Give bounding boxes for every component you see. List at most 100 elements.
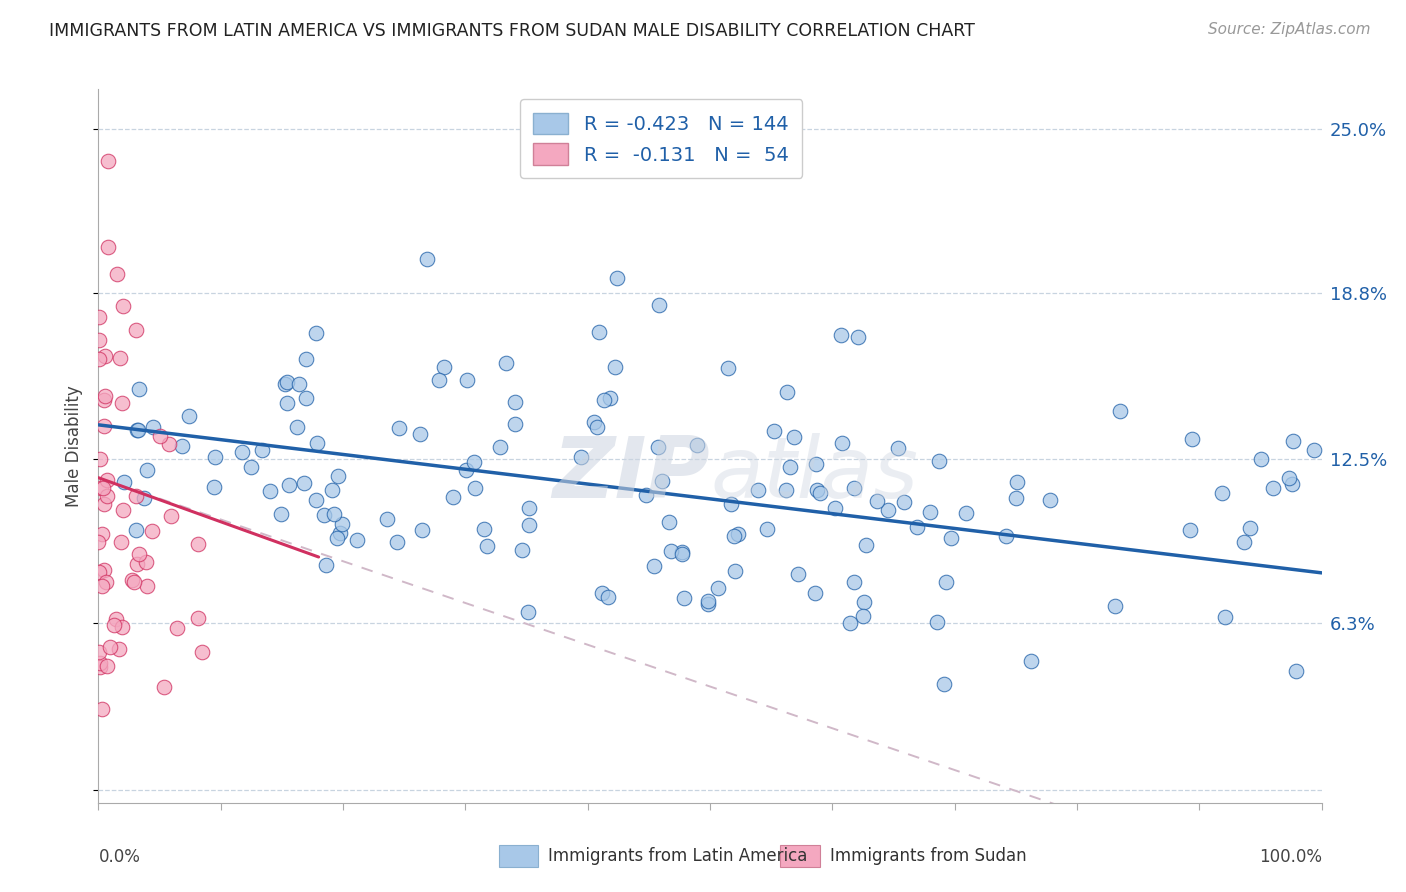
Text: atlas: atlas <box>710 433 918 516</box>
Point <box>441 490 464 504</box>
Point <box>94 574 117 589</box>
Point <box>285 420 308 434</box>
Point <box>920 505 942 519</box>
Point <box>1019 654 1042 668</box>
Point <box>250 443 273 458</box>
Point <box>96 490 118 504</box>
Point <box>1303 443 1326 458</box>
Point <box>409 426 432 441</box>
Point <box>89 660 111 674</box>
Point <box>495 356 517 370</box>
Point <box>329 525 352 540</box>
Point <box>87 310 110 324</box>
Point <box>326 531 349 545</box>
Point <box>166 621 188 635</box>
Point <box>415 252 437 267</box>
Point <box>385 535 408 549</box>
Point <box>686 438 709 452</box>
Point <box>804 457 827 471</box>
Point <box>1285 664 1308 678</box>
Point <box>830 327 852 342</box>
Text: Source: ZipAtlas.com: Source: ZipAtlas.com <box>1208 22 1371 37</box>
Point <box>104 611 127 625</box>
Point <box>651 474 673 488</box>
Point <box>429 373 451 387</box>
Point <box>108 642 131 657</box>
Point <box>278 477 301 491</box>
Point <box>776 384 799 399</box>
Point <box>747 483 769 497</box>
Point <box>153 681 176 695</box>
Point <box>157 436 180 450</box>
Point <box>433 359 456 374</box>
Point <box>125 523 148 537</box>
Point <box>1181 432 1204 446</box>
Point <box>456 373 478 387</box>
Point <box>170 439 193 453</box>
Point <box>1178 523 1201 537</box>
Point <box>887 441 910 455</box>
Point <box>93 563 115 577</box>
Point <box>697 597 720 611</box>
Point <box>134 491 156 506</box>
Point <box>111 299 134 313</box>
Point <box>606 270 628 285</box>
Point <box>755 522 778 536</box>
Point <box>305 435 328 450</box>
Point <box>270 507 292 521</box>
Point <box>125 423 148 437</box>
Legend: R = -0.423   N = 144, R =  -0.131   N =  54: R = -0.423 N = 144, R = -0.131 N = 54 <box>520 99 803 178</box>
Point <box>1239 521 1261 535</box>
Point <box>893 495 915 509</box>
Point <box>454 463 477 477</box>
Text: 100.0%: 100.0% <box>1258 847 1322 866</box>
Point <box>315 558 337 573</box>
Point <box>110 619 132 633</box>
Point <box>647 441 669 455</box>
Point <box>517 518 540 533</box>
Point <box>125 323 148 337</box>
Point <box>125 489 148 503</box>
Point <box>111 502 134 516</box>
Point <box>928 453 950 467</box>
Point <box>259 483 281 498</box>
Point <box>288 376 311 391</box>
Point <box>312 508 335 522</box>
Point <box>94 349 117 363</box>
Point <box>605 359 627 374</box>
Point <box>697 594 720 608</box>
Point <box>995 529 1018 543</box>
Point <box>97 153 120 168</box>
Point <box>488 440 510 454</box>
Point <box>583 415 606 429</box>
Point <box>90 481 112 495</box>
Point <box>128 382 150 396</box>
Point <box>591 586 613 600</box>
Point <box>1281 476 1303 491</box>
Point <box>1282 434 1305 449</box>
Point <box>411 524 433 538</box>
Point <box>110 535 132 549</box>
Point <box>838 615 860 630</box>
Point <box>517 501 540 516</box>
Point <box>98 640 121 655</box>
Text: Immigrants from Latin America: Immigrants from Latin America <box>548 847 807 865</box>
Point <box>377 512 399 526</box>
Point <box>330 517 353 532</box>
Point <box>274 377 297 392</box>
Point <box>1104 599 1126 613</box>
Point <box>87 566 110 580</box>
Point <box>125 558 148 572</box>
Point <box>204 450 226 464</box>
Point <box>1261 481 1284 495</box>
Point <box>1211 486 1233 500</box>
Point <box>1109 403 1132 417</box>
Point <box>634 488 657 502</box>
Point <box>831 435 853 450</box>
Point <box>96 474 118 488</box>
Point <box>671 547 693 561</box>
Point <box>586 419 609 434</box>
Point <box>295 391 318 405</box>
Point <box>810 486 832 500</box>
Text: ZIP: ZIP <box>553 433 710 516</box>
